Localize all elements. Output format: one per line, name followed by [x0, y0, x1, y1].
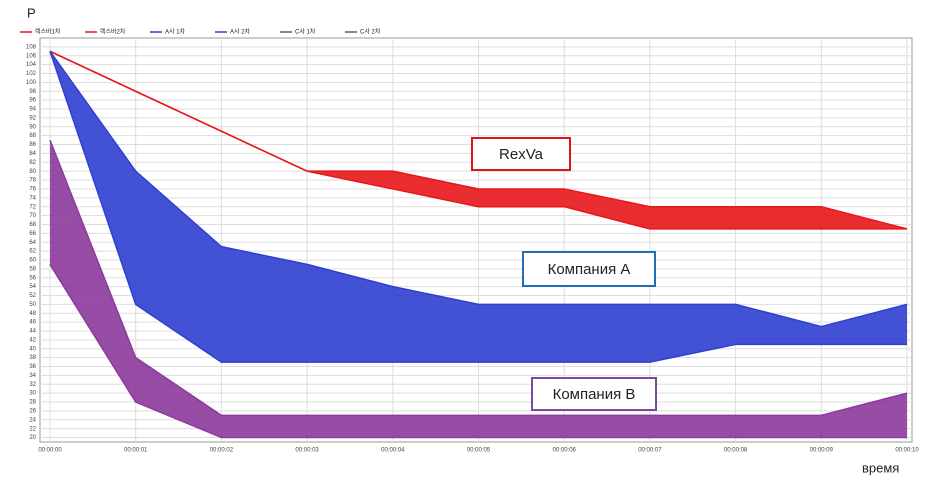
- y-tick-label: 44: [29, 329, 36, 335]
- legend-label: A사 1차: [165, 28, 186, 36]
- band: [50, 51, 907, 229]
- y-tick-label: 78: [29, 178, 36, 184]
- legend-label: 렉스바2차: [100, 28, 126, 36]
- y-tick-label: 46: [29, 320, 36, 326]
- y-tick-label: 70: [29, 213, 36, 219]
- x-tick-label: 00:00:03: [295, 448, 319, 454]
- y-tick-label: 52: [29, 293, 36, 299]
- annotation-box: [531, 377, 657, 411]
- y-tick-label: 84: [29, 151, 36, 157]
- y-tick-label: 54: [29, 284, 36, 290]
- annotation-text: Компания А: [548, 261, 631, 278]
- x-tick-label: 00:00:02: [210, 448, 234, 454]
- y-tick-label: 58: [29, 266, 36, 272]
- legend-label: A사 2차: [230, 28, 251, 36]
- y-tick-label: 56: [29, 275, 36, 281]
- x-tick-label: 00:00:09: [810, 448, 834, 454]
- y-tick-label: 34: [29, 373, 36, 379]
- annotation-text: RexVa: [499, 146, 544, 163]
- annotation-text: Компания В: [553, 386, 636, 403]
- x-tick-label: 00:00:04: [381, 448, 405, 454]
- series-line: [49, 50, 908, 328]
- y-tick-label: 106: [26, 53, 37, 59]
- y-tick-label: 108: [26, 44, 37, 50]
- y-tick-label: 74: [29, 195, 36, 201]
- y-tick-label: 24: [29, 417, 36, 423]
- legend-label: C사 2차: [360, 28, 381, 36]
- y-tick-label: 68: [29, 222, 36, 228]
- legend-label: C사 1차: [295, 28, 316, 36]
- y-tick-label: 96: [29, 98, 36, 104]
- series-line: [49, 264, 907, 439]
- y-tick-label: 64: [29, 240, 36, 246]
- legend-label: 렉스바1차: [35, 28, 61, 36]
- y-tick-label: 86: [29, 142, 36, 148]
- series-line: [49, 51, 907, 363]
- y-tick-label: 90: [29, 124, 36, 130]
- y-tick-label: 80: [29, 169, 36, 175]
- x-tick-label: 00:00:05: [467, 448, 491, 454]
- y-tick-label: 28: [29, 400, 36, 406]
- x-tick-label: 00:00:00: [38, 448, 62, 454]
- y-tick-label: 104: [26, 62, 37, 68]
- y-tick-label: 40: [29, 346, 36, 352]
- series-line: [49, 50, 907, 230]
- y-axis-label: Р: [27, 5, 36, 20]
- x-tick-label: 00:00:08: [724, 448, 748, 454]
- y-tick-label: 38: [29, 355, 36, 361]
- y-tick-label: 32: [29, 382, 36, 388]
- y-tick-label: 94: [29, 107, 36, 113]
- y-tick-label: 26: [29, 409, 36, 415]
- y-tick-label: 102: [26, 71, 37, 77]
- y-tick-label: 42: [29, 337, 36, 343]
- x-tick-label: 00:00:10: [895, 448, 919, 454]
- y-tick-label: 98: [29, 89, 36, 95]
- y-tick-label: 76: [29, 187, 36, 193]
- y-tick-label: 48: [29, 311, 36, 317]
- y-tick-label: 60: [29, 258, 36, 264]
- y-tick-label: 72: [29, 204, 36, 210]
- y-tick-label: 22: [29, 426, 36, 432]
- annotation-box: [471, 137, 571, 171]
- y-tick-label: 100: [26, 80, 37, 86]
- x-tick-label: 00:00:07: [638, 448, 662, 454]
- y-tick-label: 50: [29, 302, 36, 308]
- series-line: [49, 139, 908, 417]
- x-tick-label: 00:00:06: [553, 448, 577, 454]
- y-tick-label: 82: [29, 160, 36, 166]
- y-tick-label: 92: [29, 115, 36, 121]
- y-tick-label: 36: [29, 364, 36, 370]
- x-axis-label: время: [862, 460, 899, 475]
- x-tick-label: 00:00:01: [124, 448, 148, 454]
- y-tick-label: 30: [29, 391, 36, 397]
- band: [50, 51, 907, 363]
- y-tick-label: 66: [29, 231, 36, 237]
- annotation-box: [522, 251, 656, 287]
- y-tick-label: 62: [29, 249, 36, 255]
- y-tick-label: 20: [29, 435, 36, 441]
- y-tick-label: 88: [29, 133, 36, 139]
